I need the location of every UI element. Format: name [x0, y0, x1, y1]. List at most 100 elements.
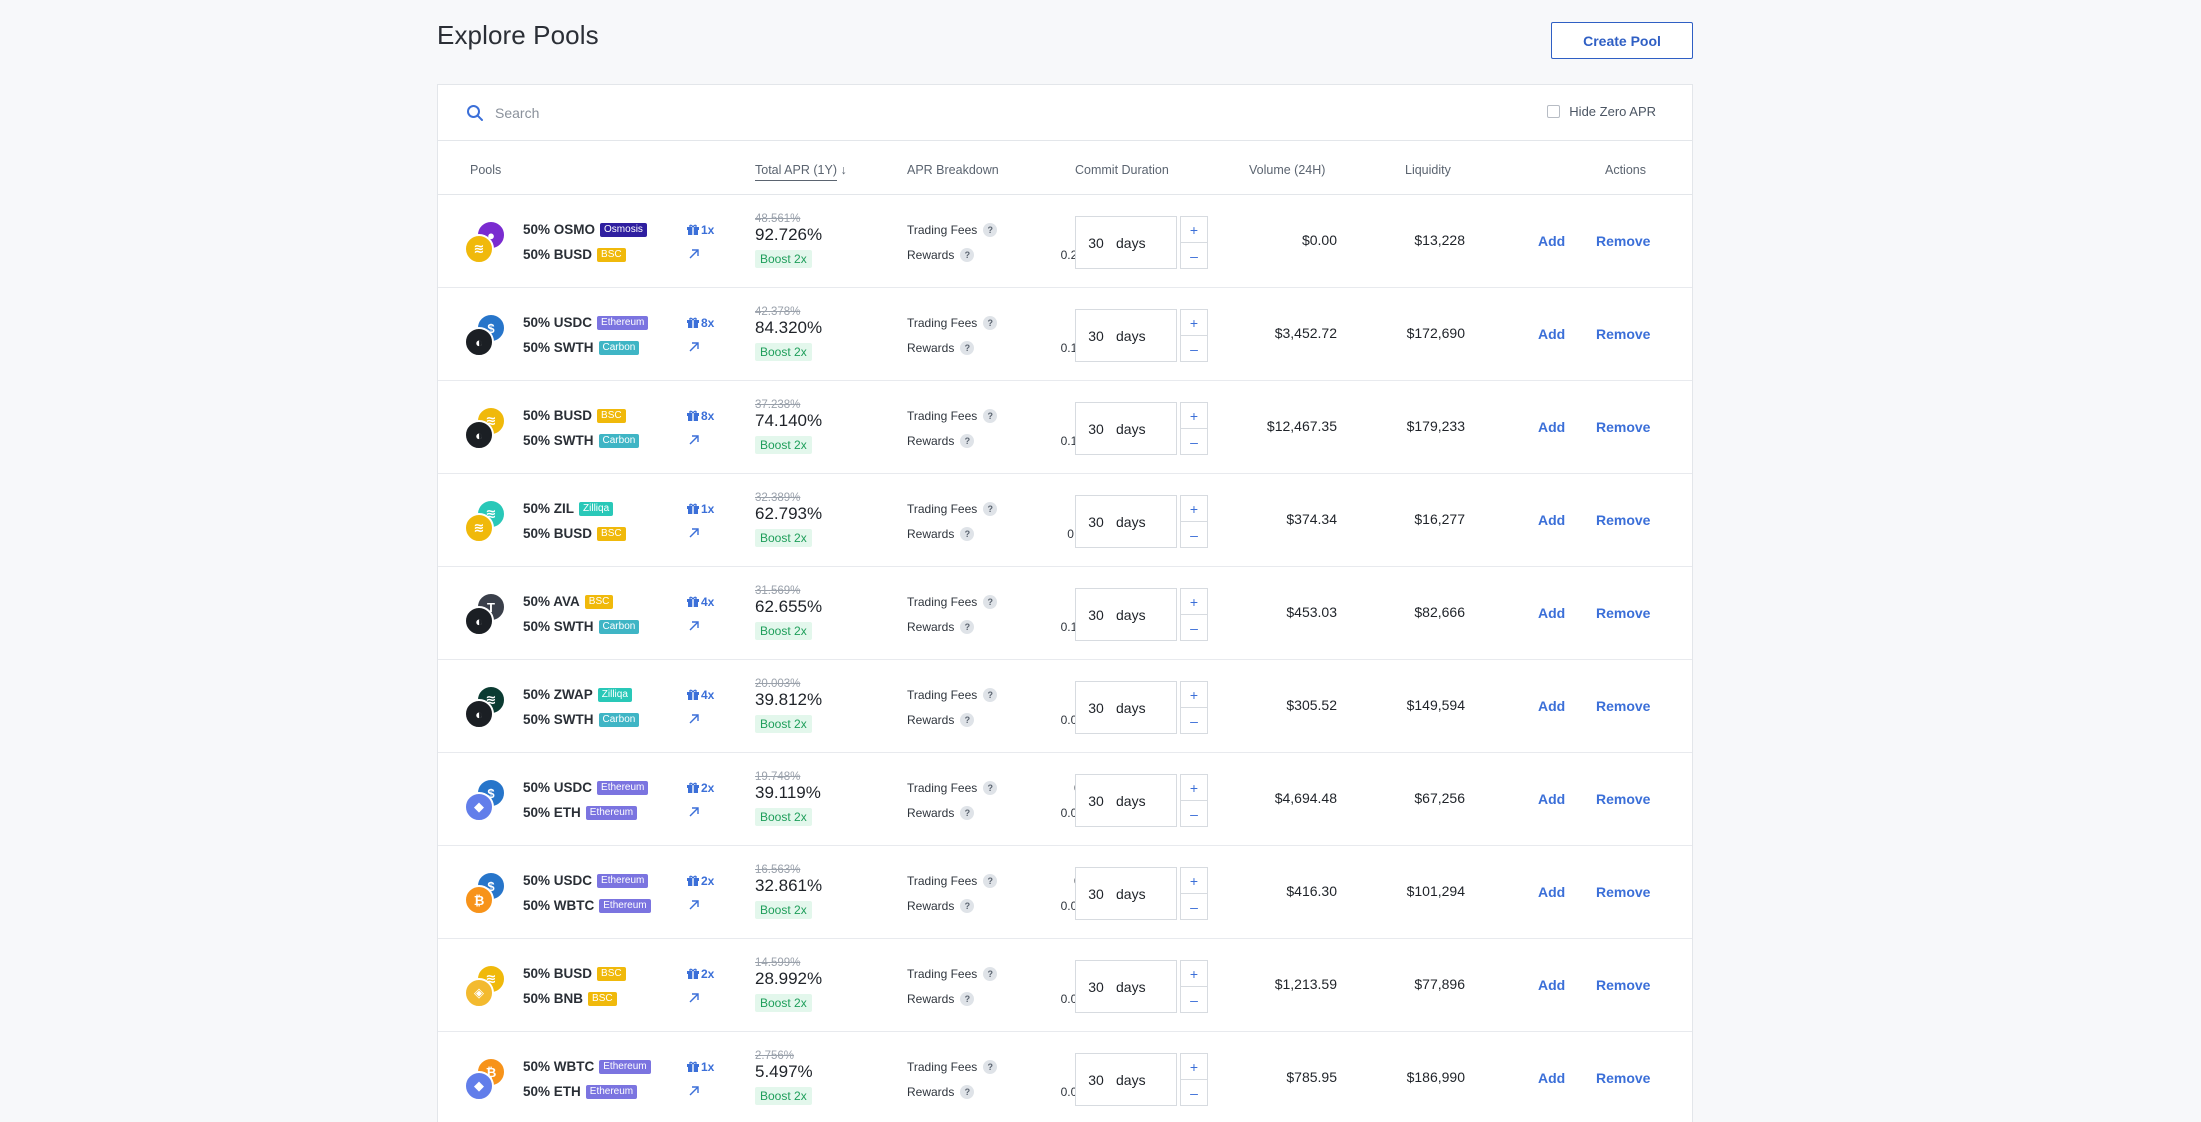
commit-days-value[interactable]: 30 [1088, 885, 1104, 902]
commit-duration-input[interactable]: 30 days [1075, 1053, 1177, 1106]
commit-stepper[interactable]: + – [1180, 588, 1208, 641]
commit-duration-input[interactable]: 30 days [1075, 867, 1177, 920]
commit-duration-input[interactable]: 30 days [1075, 402, 1177, 455]
increment-button[interactable]: + [1180, 495, 1208, 522]
trend-arrow-icon[interactable] [687, 619, 701, 633]
increment-button[interactable]: + [1180, 588, 1208, 615]
add-liquidity-button[interactable]: Add [1538, 884, 1566, 900]
increment-button[interactable]: + [1180, 1053, 1208, 1080]
help-icon[interactable]: ? [983, 409, 998, 423]
commit-stepper[interactable]: + – [1180, 309, 1208, 362]
commit-duration-input[interactable]: 30 days [1075, 774, 1177, 827]
help-icon[interactable]: ? [960, 1085, 975, 1099]
help-icon[interactable]: ? [960, 899, 975, 913]
commit-days-value[interactable]: 30 [1088, 513, 1104, 530]
commit-days-value[interactable]: 30 [1088, 1071, 1104, 1088]
trend-arrow-icon[interactable] [687, 247, 701, 261]
commit-stepper[interactable]: + – [1180, 495, 1208, 548]
commit-days-value[interactable]: 30 [1088, 420, 1104, 437]
add-liquidity-button[interactable]: Add [1538, 512, 1566, 528]
search-input[interactable] [495, 98, 1095, 128]
trend-arrow-icon[interactable] [687, 526, 701, 540]
add-liquidity-button[interactable]: Add [1538, 233, 1566, 249]
commit-stepper[interactable]: + – [1180, 867, 1208, 920]
decrement-button[interactable]: – [1180, 708, 1208, 734]
decrement-button[interactable]: – [1180, 1080, 1208, 1106]
commit-duration-input[interactable]: 30 days [1075, 681, 1177, 734]
commit-stepper[interactable]: + – [1180, 774, 1208, 827]
trend-arrow-icon[interactable] [687, 712, 701, 726]
increment-button[interactable]: + [1180, 309, 1208, 336]
decrement-button[interactable]: – [1180, 243, 1208, 269]
remove-liquidity-button[interactable]: Remove [1596, 791, 1651, 807]
commit-stepper[interactable]: + – [1180, 1053, 1208, 1106]
help-icon[interactable]: ? [983, 781, 998, 795]
trend-arrow-icon[interactable] [687, 991, 701, 1005]
remove-liquidity-button[interactable]: Remove [1596, 233, 1651, 249]
commit-duration-input[interactable]: 30 days [1075, 309, 1177, 362]
commit-duration-input[interactable]: 30 days [1075, 960, 1177, 1013]
commit-stepper[interactable]: + – [1180, 960, 1208, 1013]
help-icon[interactable]: ? [983, 595, 998, 609]
trend-arrow-icon[interactable] [687, 1084, 701, 1098]
decrement-button[interactable]: – [1180, 987, 1208, 1013]
help-icon[interactable]: ? [983, 688, 998, 702]
decrement-button[interactable]: – [1180, 615, 1208, 641]
commit-days-value[interactable]: 30 [1088, 234, 1104, 251]
help-icon[interactable]: ? [960, 341, 975, 355]
increment-button[interactable]: + [1180, 681, 1208, 708]
add-liquidity-button[interactable]: Add [1538, 605, 1566, 621]
commit-days-value[interactable]: 30 [1088, 978, 1104, 995]
help-icon[interactable]: ? [960, 248, 975, 262]
remove-liquidity-button[interactable]: Remove [1596, 605, 1651, 621]
decrement-button[interactable]: – [1180, 429, 1208, 455]
help-icon[interactable]: ? [983, 316, 998, 330]
help-icon[interactable]: ? [983, 874, 998, 888]
remove-liquidity-button[interactable]: Remove [1596, 977, 1651, 993]
increment-button[interactable]: + [1180, 774, 1208, 801]
create-pool-button[interactable]: Create Pool [1551, 22, 1693, 59]
add-liquidity-button[interactable]: Add [1538, 977, 1566, 993]
commit-days-value[interactable]: 30 [1088, 792, 1104, 809]
sort-arrow-icon[interactable]: ↓ [840, 163, 847, 177]
remove-liquidity-button[interactable]: Remove [1596, 512, 1651, 528]
trend-arrow-icon[interactable] [687, 805, 701, 819]
increment-button[interactable]: + [1180, 960, 1208, 987]
help-icon[interactable]: ? [960, 713, 975, 727]
add-liquidity-button[interactable]: Add [1538, 419, 1566, 435]
commit-stepper[interactable]: + – [1180, 681, 1208, 734]
commit-stepper[interactable]: + – [1180, 216, 1208, 269]
trend-arrow-icon[interactable] [687, 340, 701, 354]
add-liquidity-button[interactable]: Add [1538, 1070, 1566, 1086]
commit-days-value[interactable]: 30 [1088, 699, 1104, 716]
commit-days-value[interactable]: 30 [1088, 327, 1104, 344]
help-icon[interactable]: ? [983, 223, 998, 237]
increment-button[interactable]: + [1180, 402, 1208, 429]
help-icon[interactable]: ? [960, 806, 975, 820]
hide-zero-apr-checkbox[interactable] [1547, 105, 1561, 118]
trend-arrow-icon[interactable] [687, 433, 701, 447]
trend-arrow-icon[interactable] [687, 898, 701, 912]
remove-liquidity-button[interactable]: Remove [1596, 326, 1651, 342]
help-icon[interactable]: ? [983, 967, 998, 981]
commit-duration-input[interactable]: 30 days [1075, 495, 1177, 548]
decrement-button[interactable]: – [1180, 522, 1208, 548]
increment-button[interactable]: + [1180, 216, 1208, 243]
decrement-button[interactable]: – [1180, 894, 1208, 920]
help-icon[interactable]: ? [960, 434, 975, 448]
remove-liquidity-button[interactable]: Remove [1596, 698, 1651, 714]
col-total-apr-label[interactable]: Total APR (1Y) [755, 163, 837, 181]
commit-stepper[interactable]: + – [1180, 402, 1208, 455]
remove-liquidity-button[interactable]: Remove [1596, 1070, 1651, 1086]
help-icon[interactable]: ? [960, 992, 975, 1006]
help-icon[interactable]: ? [983, 502, 998, 516]
commit-duration-input[interactable]: 30 days [1075, 588, 1177, 641]
remove-liquidity-button[interactable]: Remove [1596, 419, 1651, 435]
decrement-button[interactable]: – [1180, 801, 1208, 827]
remove-liquidity-button[interactable]: Remove [1596, 884, 1651, 900]
help-icon[interactable]: ? [960, 620, 975, 634]
add-liquidity-button[interactable]: Add [1538, 791, 1566, 807]
increment-button[interactable]: + [1180, 867, 1208, 894]
commit-duration-input[interactable]: 30 days [1075, 216, 1177, 269]
add-liquidity-button[interactable]: Add [1538, 698, 1566, 714]
